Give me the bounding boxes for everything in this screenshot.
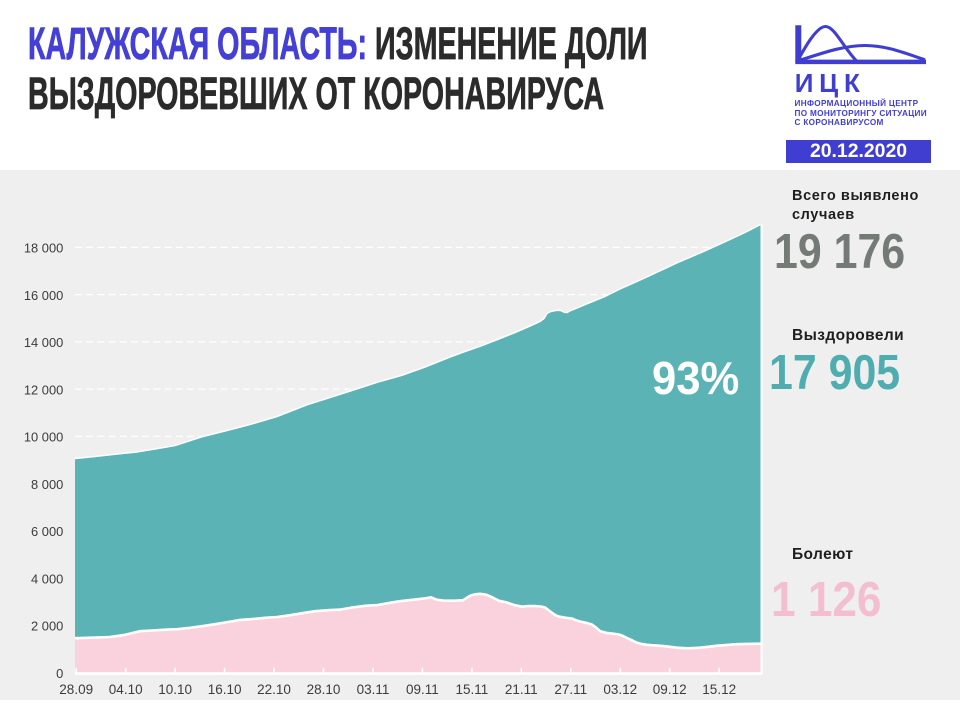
svg-text:03.12: 03.12 [603, 682, 637, 697]
svg-text:8 000: 8 000 [31, 477, 63, 492]
svg-text:03.11: 03.11 [357, 682, 390, 697]
svg-text:14 000: 14 000 [24, 335, 63, 350]
svg-text:10.10: 10.10 [158, 682, 192, 697]
svg-text:21.11: 21.11 [505, 682, 538, 697]
svg-text:16.10: 16.10 [208, 682, 242, 697]
svg-text:0: 0 [56, 666, 63, 681]
svg-text:18 000: 18 000 [24, 241, 63, 256]
svg-text:15.12: 15.12 [702, 682, 736, 697]
svg-text:28.10: 28.10 [307, 682, 341, 697]
svg-text:4 000: 4 000 [31, 571, 63, 586]
svg-text:6 000: 6 000 [31, 524, 63, 539]
svg-text:10 000: 10 000 [24, 430, 63, 445]
svg-text:12 000: 12 000 [24, 382, 63, 397]
svg-text:15.11: 15.11 [456, 682, 489, 697]
svg-text:04.10: 04.10 [109, 682, 143, 697]
svg-text:16 000: 16 000 [24, 288, 63, 303]
svg-text:28.09: 28.09 [59, 682, 93, 697]
svg-text:09.11: 09.11 [406, 682, 439, 697]
svg-text:27.11: 27.11 [554, 682, 587, 697]
svg-text:09.12: 09.12 [653, 682, 687, 697]
svg-text:2 000: 2 000 [31, 619, 63, 634]
svg-text:22.10: 22.10 [257, 682, 291, 697]
